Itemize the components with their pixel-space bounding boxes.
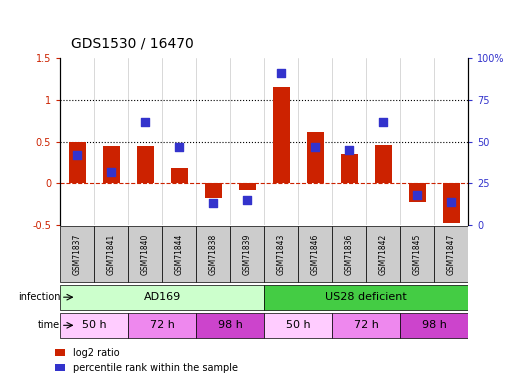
Text: infection: infection (18, 292, 60, 302)
FancyBboxPatch shape (162, 226, 196, 282)
FancyBboxPatch shape (434, 226, 468, 282)
Text: GSM71841: GSM71841 (107, 233, 116, 274)
Bar (204, 183, 222, 198)
Point (413, 192, 422, 198)
Point (277, 70, 286, 76)
Bar (170, 168, 188, 183)
Text: 50 h: 50 h (286, 320, 311, 330)
Text: US28 deficient: US28 deficient (325, 292, 407, 302)
FancyBboxPatch shape (230, 226, 264, 282)
Text: 72 h: 72 h (354, 320, 379, 330)
Bar (238, 183, 256, 190)
Point (447, 199, 456, 205)
Text: GDS1530 / 16470: GDS1530 / 16470 (71, 37, 194, 51)
Bar (103, 146, 120, 183)
Bar (306, 132, 324, 183)
FancyBboxPatch shape (264, 285, 468, 310)
Bar (340, 154, 358, 183)
FancyBboxPatch shape (196, 226, 230, 282)
Point (345, 147, 354, 153)
Text: 98 h: 98 h (218, 320, 243, 330)
Text: GSM71842: GSM71842 (379, 233, 388, 274)
Text: GSM71839: GSM71839 (243, 233, 252, 275)
FancyBboxPatch shape (196, 313, 264, 338)
FancyBboxPatch shape (366, 226, 400, 282)
FancyBboxPatch shape (400, 313, 468, 338)
Point (175, 144, 184, 150)
FancyBboxPatch shape (60, 313, 128, 338)
Text: 72 h: 72 h (150, 320, 175, 330)
FancyBboxPatch shape (60, 226, 94, 282)
Text: GSM71843: GSM71843 (277, 233, 286, 275)
FancyBboxPatch shape (94, 226, 128, 282)
Bar (272, 87, 290, 183)
Bar (374, 145, 392, 183)
Point (311, 144, 320, 150)
Text: GSM71845: GSM71845 (413, 233, 422, 275)
Text: time: time (38, 320, 60, 330)
Bar (442, 183, 460, 224)
Text: GSM71838: GSM71838 (209, 233, 218, 274)
Point (141, 118, 150, 124)
FancyBboxPatch shape (332, 313, 400, 338)
FancyBboxPatch shape (128, 226, 162, 282)
Text: GSM71840: GSM71840 (141, 233, 150, 275)
Text: GSM71846: GSM71846 (311, 233, 320, 275)
FancyBboxPatch shape (400, 226, 434, 282)
FancyBboxPatch shape (298, 226, 332, 282)
Point (379, 118, 388, 124)
Text: 50 h: 50 h (82, 320, 107, 330)
Text: 98 h: 98 h (422, 320, 447, 330)
FancyBboxPatch shape (264, 226, 298, 282)
Text: GSM71847: GSM71847 (447, 233, 456, 275)
Bar (137, 146, 154, 183)
Point (243, 197, 252, 203)
Text: AD169: AD169 (143, 292, 181, 302)
FancyBboxPatch shape (128, 313, 196, 338)
FancyBboxPatch shape (264, 313, 332, 338)
Text: GSM71836: GSM71836 (345, 233, 354, 275)
Point (73, 152, 82, 158)
Point (209, 200, 218, 206)
Legend: log2 ratio, percentile rank within the sample: log2 ratio, percentile rank within the s… (51, 344, 242, 375)
Point (107, 169, 116, 175)
FancyBboxPatch shape (60, 285, 264, 310)
Bar (408, 183, 426, 202)
Text: GSM71837: GSM71837 (73, 233, 82, 275)
FancyBboxPatch shape (332, 226, 366, 282)
Bar (69, 142, 86, 183)
Text: GSM71844: GSM71844 (175, 233, 184, 275)
